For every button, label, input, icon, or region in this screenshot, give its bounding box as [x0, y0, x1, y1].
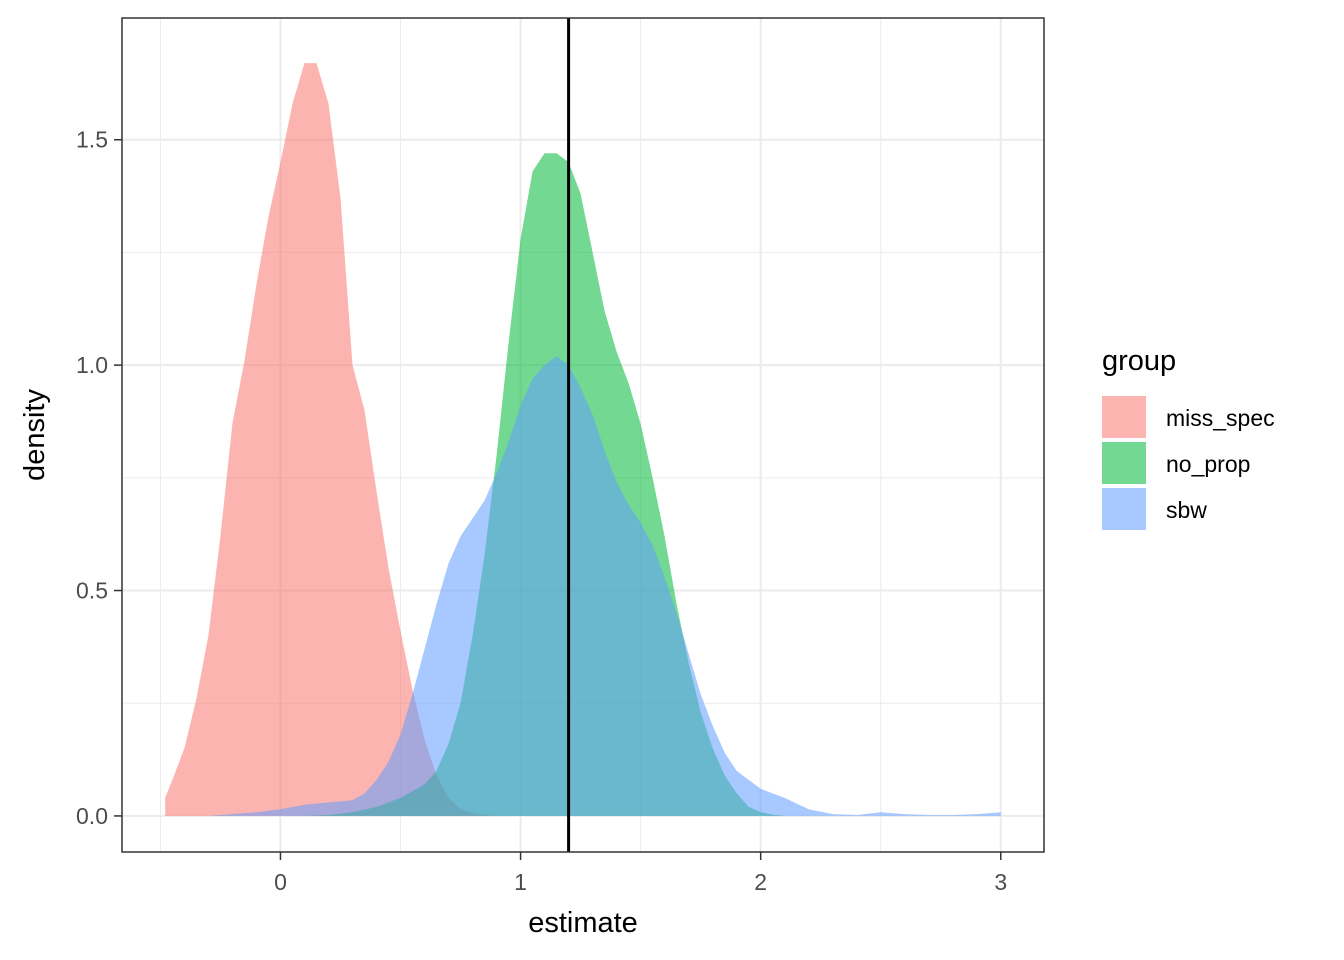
legend-key-miss-spec [1102, 396, 1146, 438]
legend-label-sbw: sbw [1166, 497, 1207, 523]
x-tick-label: 3 [994, 869, 1007, 895]
y-axis-title: density [19, 389, 51, 481]
legend-title: group [1102, 345, 1176, 377]
x-tick-label: 1 [514, 869, 527, 895]
panel-border [121, 17, 1045, 853]
y-axis: 0.0 0.5 1.0 1.5 [76, 127, 122, 829]
legend-label-no-prop: no_prop [1166, 451, 1250, 477]
y-tick-label: 1.0 [76, 352, 108, 378]
density-areas [165, 63, 1001, 816]
legend-key-no-prop [1102, 442, 1146, 484]
y-tick-label: 1.5 [76, 127, 108, 153]
density-area-miss-spec [165, 63, 509, 816]
y-tick-label: 0.5 [76, 578, 108, 604]
x-axis: 0 1 2 3 [274, 852, 1007, 895]
x-tick-label: 0 [274, 869, 287, 895]
x-axis-title: estimate [528, 907, 638, 939]
density-area-sbw [208, 356, 1001, 816]
legend-key-sbw [1102, 488, 1146, 530]
legend-label-miss-spec: miss_spec [1166, 405, 1275, 431]
x-tick-label: 2 [754, 869, 767, 895]
y-tick-label: 0.0 [76, 803, 108, 829]
